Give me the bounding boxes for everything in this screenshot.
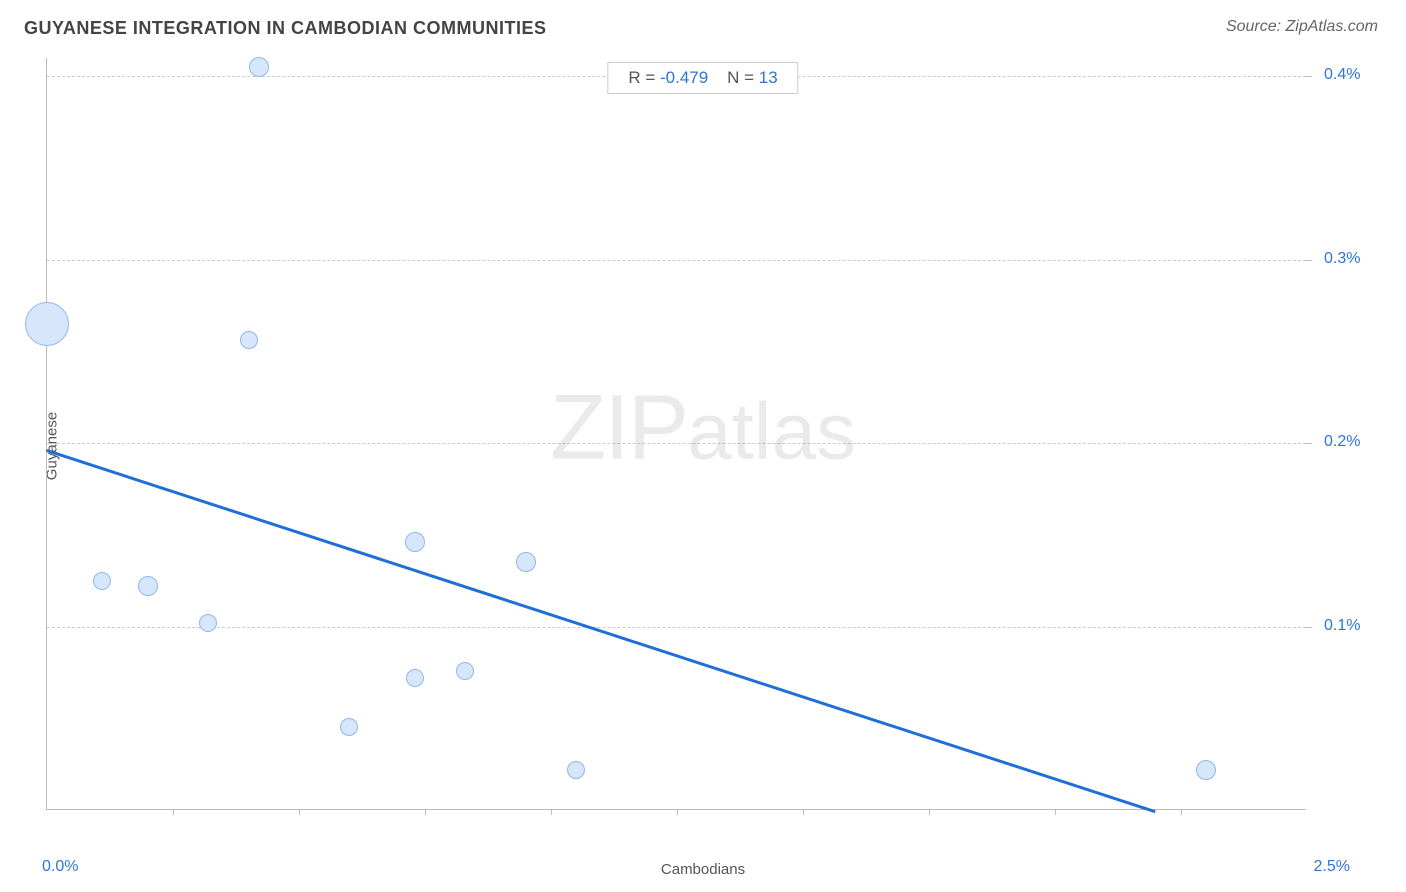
stats-box: R = -0.479 N = 13: [607, 62, 798, 94]
gridline: [47, 260, 1306, 261]
y-tick-label: 0.3%: [1324, 250, 1360, 268]
scatter-plot: [46, 58, 1306, 810]
x-tick: [551, 809, 552, 815]
y-tick-label: 0.4%: [1324, 66, 1360, 84]
x-tick: [929, 809, 930, 815]
r-label: R =: [628, 68, 660, 87]
r-value: -0.479: [660, 68, 708, 87]
y-tick: [1306, 443, 1312, 444]
chart-source: Source: ZipAtlas.com: [1226, 18, 1378, 36]
n-label: N =: [727, 68, 759, 87]
axis-xmax-label: 2.5%: [1314, 858, 1350, 876]
x-tick: [803, 809, 804, 815]
data-point: [25, 302, 69, 346]
x-tick: [425, 809, 426, 815]
y-tick: [1306, 260, 1312, 261]
axis-origin-label: 0.0%: [42, 858, 78, 876]
gridline: [47, 443, 1306, 444]
data-point: [1196, 760, 1216, 780]
x-tick: [677, 809, 678, 815]
data-point: [406, 669, 424, 687]
gridline: [47, 627, 1306, 628]
data-point: [567, 761, 585, 779]
data-point: [240, 331, 258, 349]
y-tick: [1306, 627, 1312, 628]
y-tick: [1306, 76, 1312, 77]
data-point: [456, 662, 474, 680]
data-point: [138, 576, 158, 596]
data-point: [249, 57, 269, 77]
x-tick: [173, 809, 174, 815]
y-tick-label: 0.2%: [1324, 433, 1360, 451]
x-axis-label: Cambodians: [661, 861, 745, 878]
x-tick: [299, 809, 300, 815]
data-point: [405, 532, 425, 552]
data-point: [93, 572, 111, 590]
x-tick: [1181, 809, 1182, 815]
data-point: [340, 718, 358, 736]
y-tick-label: 0.1%: [1324, 617, 1360, 635]
data-point: [516, 552, 536, 572]
x-tick: [1055, 809, 1056, 815]
data-point: [199, 614, 217, 632]
chart-title: GUYANESE INTEGRATION IN CAMBODIAN COMMUN…: [24, 18, 547, 39]
n-value: 13: [759, 68, 778, 87]
